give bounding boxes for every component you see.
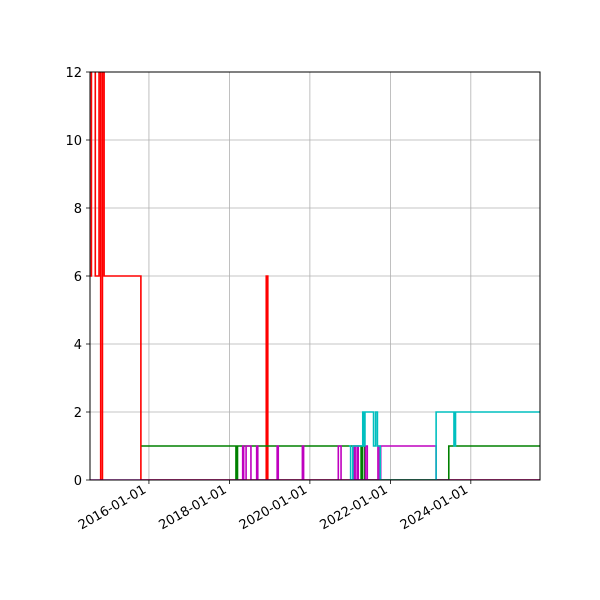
x-axis: 2016-01-01 2018-01-01 2020-01-01 2022-01-01… xyxy=(76,480,472,533)
grid-lines xyxy=(90,71,540,481)
series-cyan-line xyxy=(348,411,540,480)
y-tick-label: 12 xyxy=(65,66,82,81)
series-red-line xyxy=(90,72,540,480)
y-axis: 0 2 4 6 8 10 12 xyxy=(65,66,90,489)
x-tick-label: 2022-01-01 xyxy=(317,482,390,533)
series-magenta-line xyxy=(90,445,540,480)
y-tick-label: 6 xyxy=(74,270,82,285)
y-tick-label: 0 xyxy=(74,474,82,489)
y-tick-label: 2 xyxy=(74,406,82,421)
y-tick-label: 10 xyxy=(65,134,82,149)
x-tick-label: 2024-01-01 xyxy=(398,482,471,533)
series-lines xyxy=(90,72,540,480)
y-tick-label: 8 xyxy=(74,202,82,217)
x-tick-label: 2020-01-01 xyxy=(237,482,310,533)
x-tick-label: 2018-01-01 xyxy=(157,482,230,533)
y-tick-label: 4 xyxy=(74,338,82,353)
x-tick-label: 2016-01-01 xyxy=(76,482,149,533)
